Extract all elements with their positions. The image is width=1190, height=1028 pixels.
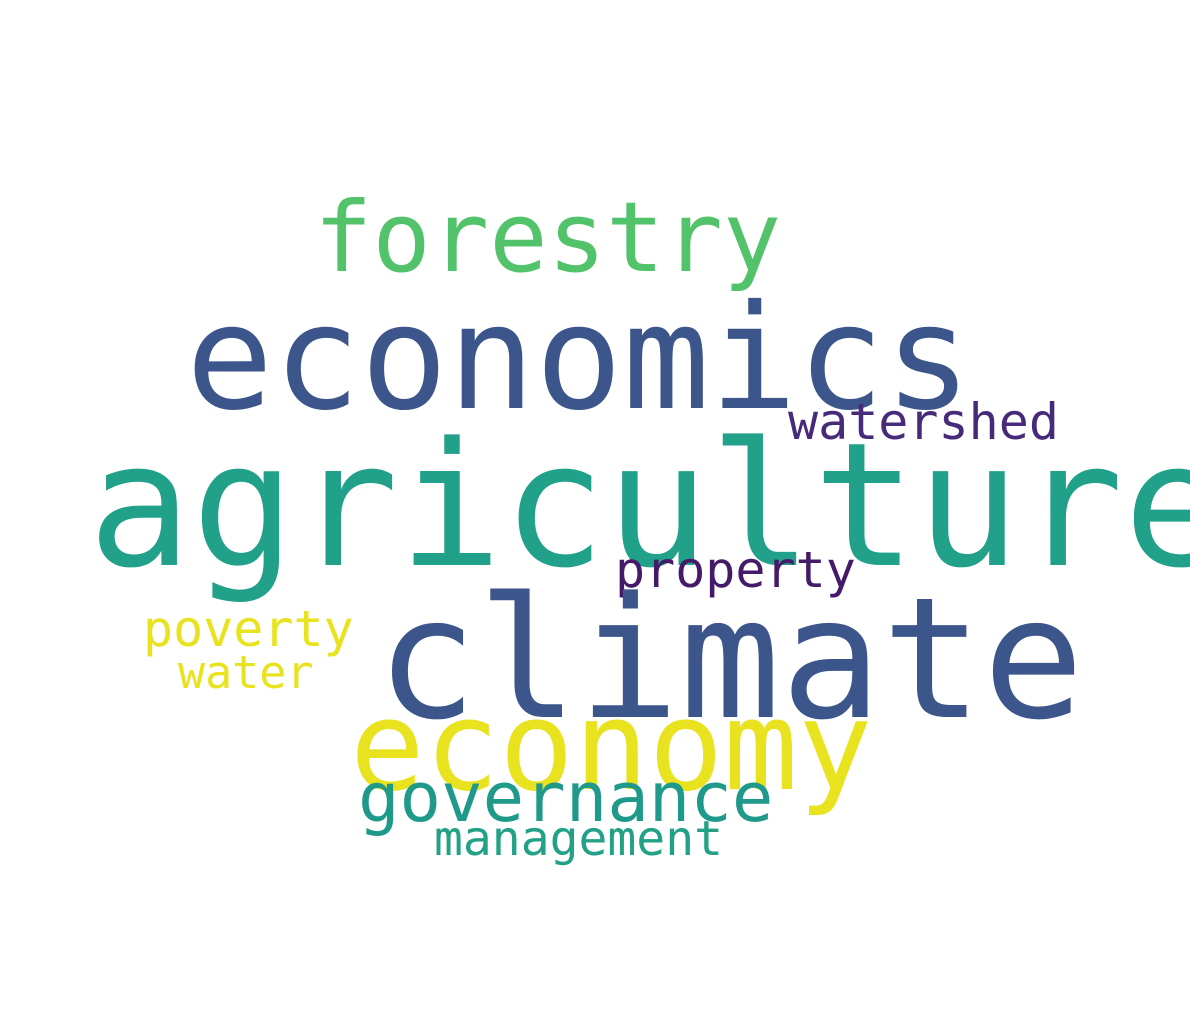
word-water: water — [178, 646, 314, 699]
word-management: management — [434, 811, 723, 867]
word-poverty: poverty — [143, 600, 354, 658]
word-climate: climate — [376, 561, 1085, 757]
word-property: property — [615, 541, 856, 599]
word-agriculture: agriculture — [88, 405, 1190, 606]
word-economics: economics — [186, 274, 972, 443]
word-governance: governance — [358, 758, 774, 838]
word-forestry: forestry — [314, 181, 782, 294]
word-watershed: watershed — [788, 393, 1059, 451]
word-economy: economy — [350, 675, 873, 819]
